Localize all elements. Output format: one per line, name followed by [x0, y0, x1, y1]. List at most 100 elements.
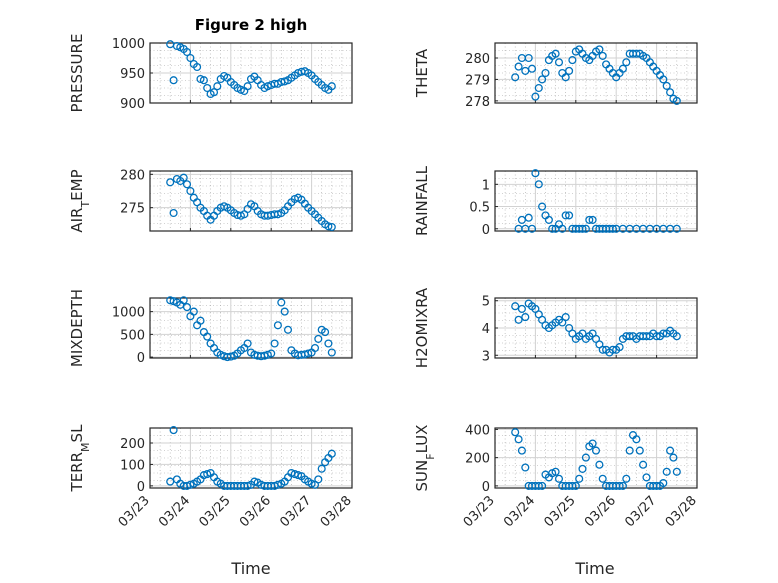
- data-point: [270, 339, 279, 348]
- data-point: [561, 313, 570, 322]
- data-point: [554, 58, 564, 67]
- x-tick-label: 03/25: [197, 493, 234, 530]
- data-point: [193, 62, 202, 72]
- data-point: [267, 349, 276, 358]
- y-tick-label: 4: [482, 322, 490, 337]
- data-point: [662, 467, 671, 476]
- data-point: [213, 82, 222, 91]
- data-point: [595, 45, 604, 54]
- data-point: [652, 481, 661, 490]
- data-point: [280, 307, 289, 316]
- data-point: [273, 321, 282, 330]
- data-point: [554, 474, 564, 483]
- axes-frame-mixdepth: [149, 297, 353, 359]
- data-point: [203, 470, 212, 479]
- data-point: [304, 349, 313, 358]
- series-pressure: [166, 40, 336, 99]
- data-point: [169, 76, 178, 85]
- data-point: [277, 298, 286, 307]
- data-point: [598, 474, 607, 483]
- data-point: [642, 473, 651, 482]
- data-point: [578, 464, 587, 473]
- series-sun-flux: [511, 428, 681, 490]
- data-point: [581, 224, 590, 233]
- y-axis-label-rainfall: RAINFALL: [413, 165, 431, 236]
- data-point: [186, 480, 195, 489]
- data-point: [517, 446, 526, 455]
- data-point: [514, 435, 523, 444]
- x-axis-label-left: Time: [230, 559, 270, 578]
- x-tick-label: 03/25: [542, 493, 579, 530]
- data-point: [511, 302, 520, 311]
- data-point: [521, 313, 530, 322]
- y-tick-label: 0.5: [469, 201, 490, 216]
- x-tick-label: 03/28: [663, 493, 700, 530]
- data-point: [243, 481, 252, 490]
- data-point: [571, 481, 580, 490]
- data-point: [321, 328, 330, 337]
- x-tick-label: 03/27: [622, 493, 659, 530]
- figure-title: Figure 2 high: [195, 16, 308, 34]
- y-tick-label: 0: [482, 223, 490, 238]
- data-point: [524, 53, 533, 63]
- axes-frame-air-temp: [149, 170, 353, 232]
- data-point: [243, 339, 252, 348]
- data-point: [662, 81, 671, 90]
- y-tick-label: 1000: [112, 37, 145, 52]
- data-point: [283, 325, 293, 334]
- data-point: [186, 186, 195, 196]
- series-air-temp: [166, 173, 336, 232]
- subplot-pressure: 900 950 1000 PRESSURE: [68, 34, 353, 112]
- data-point: [314, 475, 323, 484]
- data-point: [527, 224, 537, 233]
- subplot-theta: 278 279 280 THETA: [413, 42, 698, 110]
- subplot-air-temp: 275 280 AIRTEMP: [68, 168, 353, 233]
- data-point: [635, 446, 644, 455]
- data-point: [585, 215, 594, 224]
- data-point: [327, 449, 336, 458]
- data-point: [179, 173, 188, 182]
- data-point: [514, 315, 523, 324]
- data-point: [226, 352, 235, 361]
- x-tick-label: 03/24: [156, 493, 193, 530]
- y-axis-label-theta: THETA: [413, 48, 431, 98]
- y-axis-label-h2omixra: H2OMIXRA: [413, 287, 431, 368]
- data-point: [672, 467, 681, 476]
- data-point: [575, 474, 584, 483]
- subplot-sun-flux: 0 200 400 SUNFLUX 03/23 03/24 03/25 03/26 03/27 0…: [413, 423, 700, 530]
- data-point: [209, 88, 219, 97]
- data-point: [182, 47, 192, 57]
- data-point: [642, 332, 651, 341]
- data-point: [203, 332, 212, 341]
- data-point: [203, 83, 212, 93]
- data-point: [531, 169, 540, 178]
- data-point: [544, 215, 553, 224]
- data-point: [669, 453, 678, 462]
- y-tick-label: 0: [137, 351, 145, 366]
- data-point: [568, 56, 577, 65]
- axes-frame-sun-flux: [494, 427, 698, 489]
- y-tick-label: 275: [120, 202, 145, 217]
- data-point: [652, 332, 661, 341]
- data-point: [534, 481, 543, 490]
- data-point: [588, 439, 597, 448]
- data-point: [618, 481, 627, 490]
- data-point: [666, 446, 675, 455]
- data-point: [517, 304, 526, 313]
- data-point: [182, 180, 192, 189]
- data-point: [581, 453, 590, 462]
- y-tick-label: 100: [120, 458, 145, 473]
- x-tick-label: 03/23: [116, 493, 153, 530]
- y-tick-label: 200: [465, 452, 490, 467]
- data-point: [327, 222, 336, 232]
- x-tick-label: 03/23: [461, 493, 498, 530]
- data-point: [588, 215, 597, 224]
- data-point: [598, 51, 607, 60]
- axes-frame-h2omixra: [494, 297, 698, 359]
- data-point: [659, 329, 668, 338]
- data-point: [196, 316, 205, 325]
- x-tick-label: 03/26: [582, 493, 619, 530]
- axes-frame-theta: [494, 42, 698, 104]
